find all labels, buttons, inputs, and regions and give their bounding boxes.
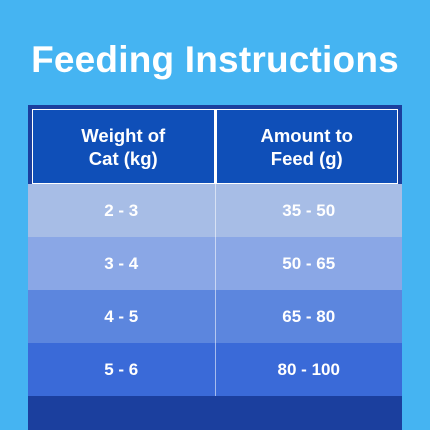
header-amount: Amount to Feed (g) bbox=[214, 109, 398, 184]
amount-cell: 80 - 100 bbox=[214, 343, 403, 396]
page-title: Feeding Instructions bbox=[31, 39, 399, 80]
feeding-table: Weight of Cat (kg) Amount to Feed (g) 2 … bbox=[28, 105, 402, 430]
header-weight: Weight of Cat (kg) bbox=[32, 109, 215, 184]
table-header-row: Weight of Cat (kg) Amount to Feed (g) bbox=[32, 109, 398, 184]
weight-cell: 5 - 6 bbox=[104, 359, 139, 379]
table-row: 4 - 5 65 - 80 bbox=[28, 290, 402, 343]
table-body: 2 - 3 35 - 50 3 - 4 50 - 65 4 - 5 65 - 8… bbox=[28, 184, 402, 396]
amount-cell: 65 - 80 bbox=[214, 290, 403, 343]
table-row: 5 - 6 80 - 100 bbox=[28, 343, 402, 396]
weight-cell: 4 - 5 bbox=[104, 306, 139, 326]
weight-cell: 2 - 3 bbox=[104, 200, 139, 220]
weight-cell: 3 - 4 bbox=[104, 253, 139, 273]
amount-cell: 35 - 50 bbox=[214, 184, 403, 237]
table-row: 3 - 4 50 - 65 bbox=[28, 237, 402, 290]
table-row: 2 - 3 35 - 50 bbox=[28, 184, 402, 237]
amount-cell: 50 - 65 bbox=[214, 237, 403, 290]
